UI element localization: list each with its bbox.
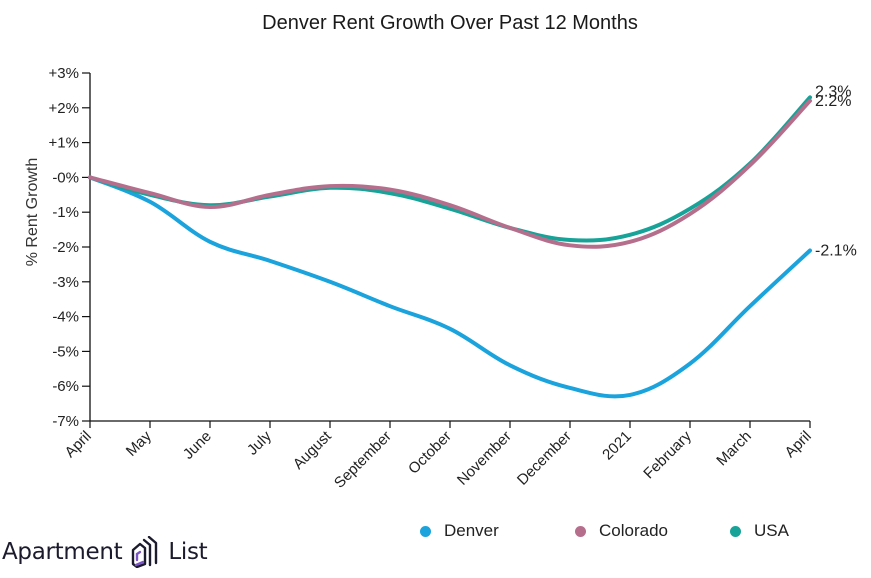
y-tick-label: -0% xyxy=(52,169,79,186)
y-tick-label: -6% xyxy=(52,378,79,395)
series-line-colorado xyxy=(88,98,812,249)
y-tick-label: -3% xyxy=(52,274,79,291)
legend-item-denver[interactable]: Denver xyxy=(420,521,499,541)
y-tick-label: +2% xyxy=(49,100,79,117)
legend-dot-icon xyxy=(730,525,741,537)
x-tick-label: April xyxy=(62,428,95,461)
apartment-list-building-icon xyxy=(130,535,160,569)
x-tick-label: November xyxy=(454,428,515,489)
y-tick-label: -5% xyxy=(52,343,79,360)
y-tick-label: -4% xyxy=(52,309,79,326)
series-line-usa xyxy=(88,95,812,243)
apartment-list-logo: Apartment List xyxy=(2,535,208,569)
x-tick-label: 2021 xyxy=(599,428,635,464)
logo-word-list: List xyxy=(168,539,208,565)
x-tick-label: July xyxy=(244,427,275,458)
y-tick-label: -2% xyxy=(52,239,79,256)
x-tick-label: March xyxy=(713,428,754,469)
x-tick-label: October xyxy=(405,428,455,478)
x-tick-label: May xyxy=(123,427,155,459)
x-tick-label: December xyxy=(514,428,575,489)
legend-dot-icon xyxy=(420,525,431,537)
x-tick-label: April xyxy=(782,428,815,461)
end-label-denver: -2.1% xyxy=(815,242,857,259)
x-tick-label: August xyxy=(290,427,336,473)
series-line-denver xyxy=(88,175,812,399)
legend-label: USA xyxy=(754,521,789,540)
end-labels: -2.1% 2.2%2.3% xyxy=(815,83,857,259)
y-axis: +3% +2% +1% -0% -1% -2% -3% -4% -5% -6% -7% xyxy=(49,65,91,430)
end-label-colorado: 2.2% xyxy=(815,93,851,110)
logo-word-apartment: Apartment xyxy=(2,539,123,565)
chart-legend: Denver Colorado USA xyxy=(420,521,840,543)
x-tick-label: September xyxy=(331,428,395,492)
x-tick-label: February xyxy=(640,427,695,482)
y-tick-label: -7% xyxy=(52,413,79,430)
legend-dot-icon xyxy=(575,525,586,537)
legend-item-usa[interactable]: USA xyxy=(730,521,789,541)
legend-label: Colorado xyxy=(599,521,668,540)
series-lines xyxy=(88,95,812,399)
end-label-usa: 2.3% xyxy=(815,83,851,100)
legend-label: Denver xyxy=(444,521,499,540)
y-axis-title: % Rent Growth xyxy=(24,158,41,266)
chart-title: Denver Rent Growth Over Past 12 Months xyxy=(262,12,638,34)
x-tick-label: June xyxy=(180,428,215,463)
y-tick-label: -1% xyxy=(52,204,79,221)
y-tick-label: +3% xyxy=(49,65,79,82)
legend-item-colorado[interactable]: Colorado xyxy=(575,521,668,541)
y-tick-label: +1% xyxy=(49,135,79,152)
